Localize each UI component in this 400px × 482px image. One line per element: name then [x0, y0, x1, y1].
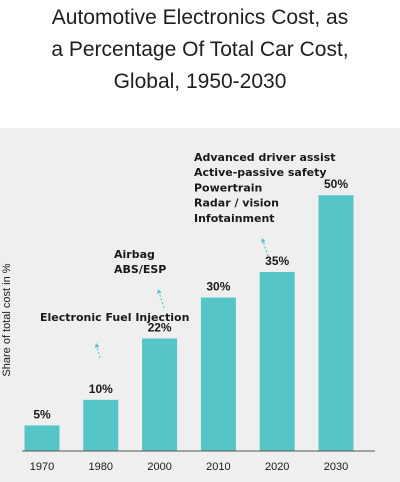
annotation-2020-line-2: Active-passive safety — [194, 166, 327, 179]
chart-title-line-1: Automotive Electronics Cost, as — [51, 6, 349, 29]
x-tick-2000: 2000 — [147, 461, 171, 473]
annotation-arrow-2020 — [261, 237, 269, 257]
annotation-arrowhead-2020 — [261, 238, 266, 243]
annotation-arrowhead-1980 — [94, 343, 100, 348]
value-label-1980: 10% — [89, 382, 113, 396]
annotation-2000-line-1: Airbag — [114, 248, 155, 261]
chart-title-line-3: Global, 1950-2030 — [113, 70, 287, 93]
annotation-2000-line-2: ABS/ESP — [114, 263, 166, 276]
annotation-2020-line-4: Radar / vision — [194, 197, 279, 210]
annotation-1980-line-1: Electronic Fuel Injection — [40, 311, 189, 324]
bar-1970 — [24, 425, 60, 451]
value-label-2020: 35% — [265, 254, 289, 268]
y-axis-label: Share of total cost in % — [1, 263, 13, 376]
chart-title-line-2: a Percentage Of Total Car Cost, — [51, 38, 349, 61]
x-tick-1980: 1980 — [89, 461, 113, 473]
x-tick-1970: 1970 — [30, 461, 54, 473]
annotation-arrowhead-2000 — [157, 289, 162, 294]
value-label-1970: 5% — [33, 407, 51, 421]
chart-title: Automotive Electronics Cost, as a Percen… — [0, 0, 400, 98]
value-label-2000: 22% — [148, 320, 172, 334]
bar-2010 — [200, 297, 236, 451]
annotation-2020-line-5: Infotainment — [194, 212, 275, 225]
annotation-2020-line-1: Advanced driver assist — [194, 151, 336, 164]
bar-2030 — [318, 195, 354, 451]
annotation-2020-line-3: Powertrain — [194, 181, 262, 194]
value-label-2010: 30% — [206, 280, 230, 294]
x-tick-2010: 2010 — [206, 461, 230, 473]
x-tick-2020: 2020 — [265, 461, 289, 473]
bar-2000 — [142, 338, 178, 451]
value-label-2030: 50% — [324, 177, 348, 191]
bar-2020 — [259, 271, 295, 451]
bar-1980 — [83, 399, 119, 451]
x-tick-2030: 2030 — [324, 461, 348, 473]
